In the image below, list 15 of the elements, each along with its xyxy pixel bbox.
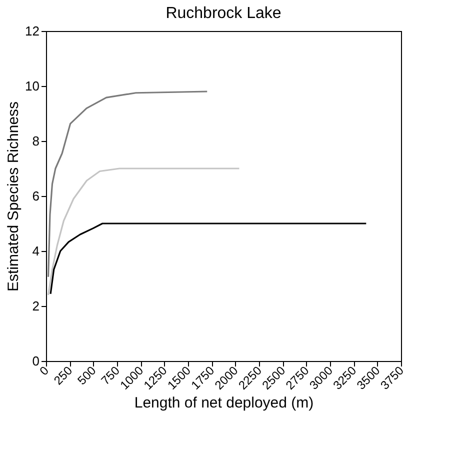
line-series	[50, 222, 367, 295]
x-tick-label: 500	[74, 363, 100, 388]
x-tick-label: 250	[51, 363, 76, 388]
y-tick-label: 10	[25, 78, 40, 94]
chart-title: Ruchbrock Lake	[166, 5, 282, 22]
y-axis-title: Estimated Species Richness	[5, 101, 22, 292]
y-tick-label: 2	[32, 298, 40, 314]
line-series	[47, 90, 208, 278]
y-tick-label: 6	[32, 188, 40, 204]
y-tick-label: 8	[32, 134, 40, 148]
y-tick-label: 12	[25, 24, 40, 38]
x-axis-title: Length of net deployed (m)	[134, 394, 314, 412]
y-tick-label: 0	[32, 354, 40, 368]
line-series	[47, 168, 240, 296]
y-tick-label: 4	[32, 244, 40, 258]
